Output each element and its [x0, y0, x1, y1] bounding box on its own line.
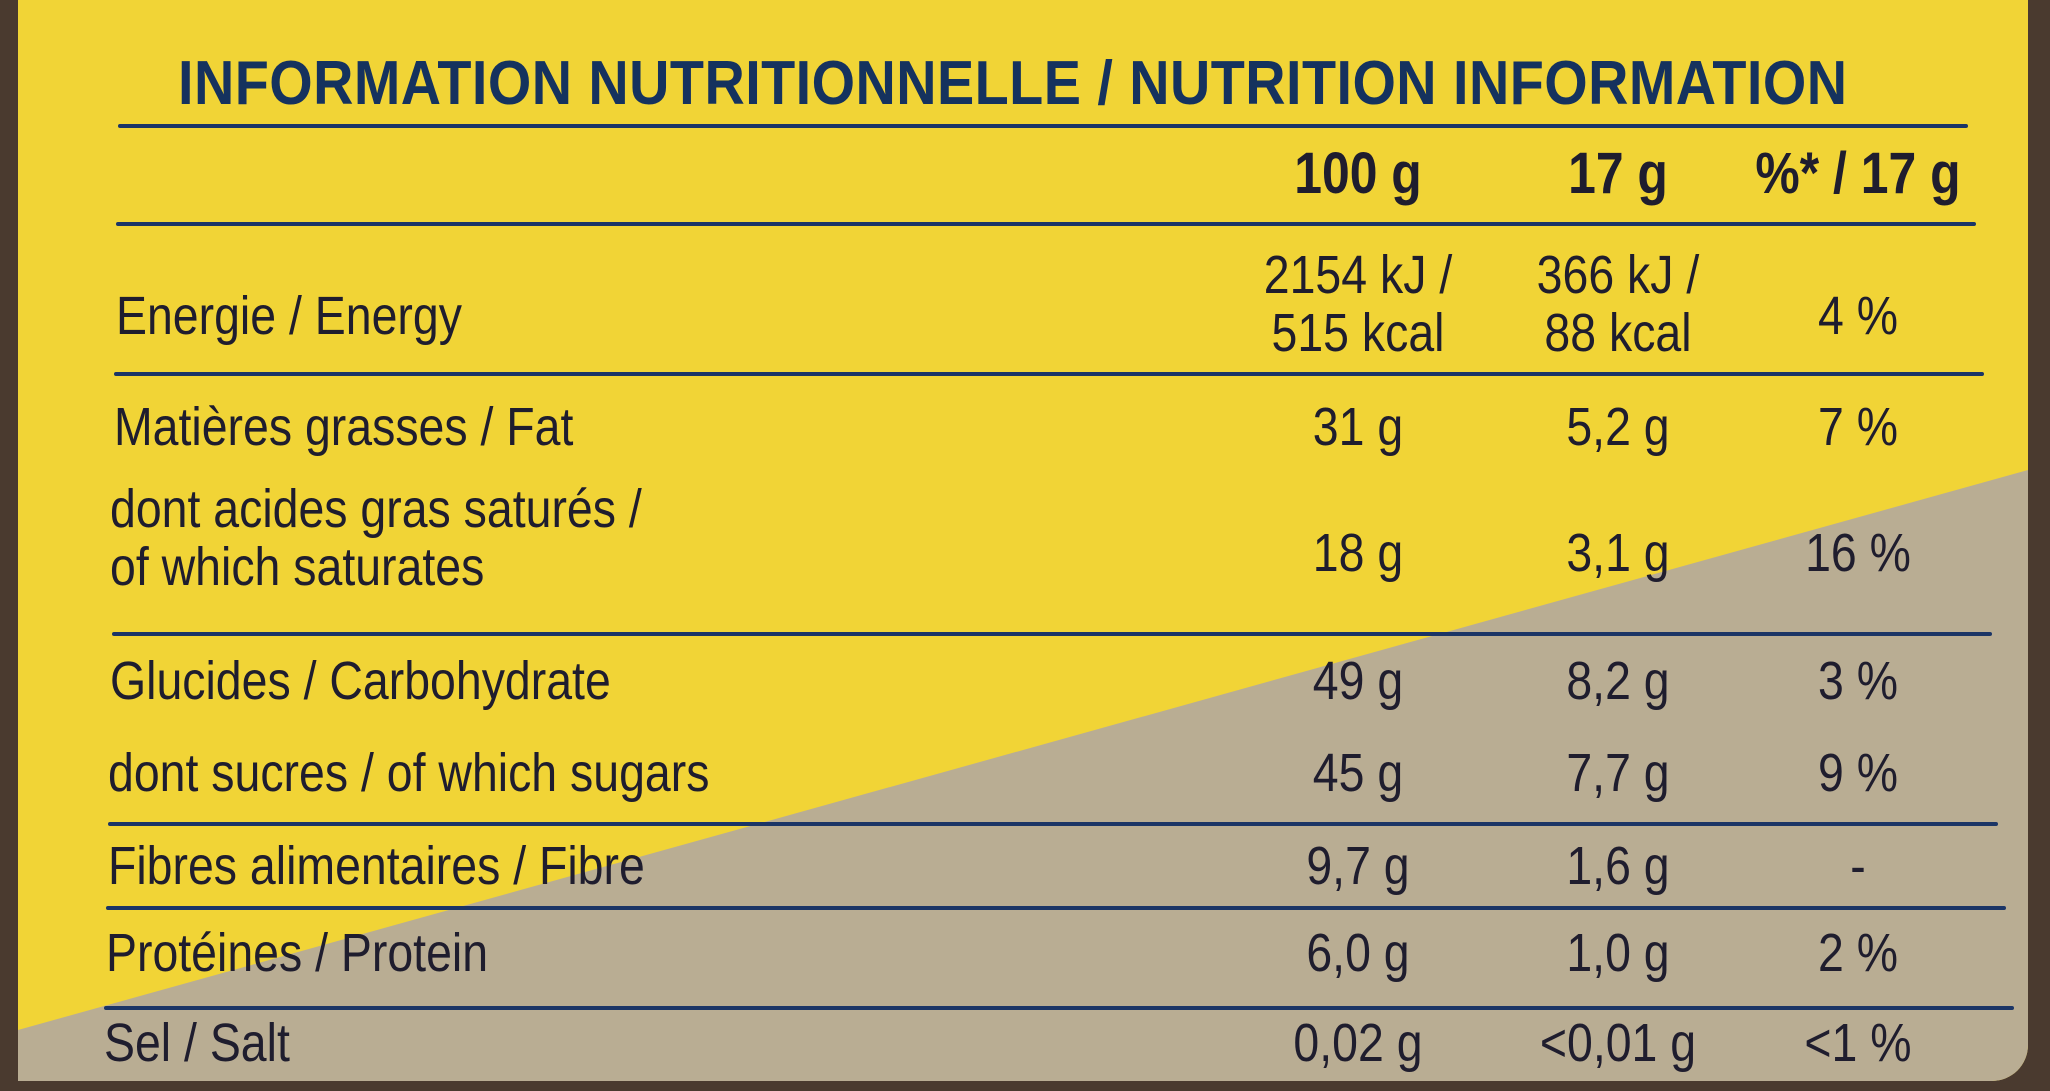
row-label-sugars: dont sucres / of which sugars: [108, 743, 710, 803]
protein-100g: 6,0 g: [1306, 923, 1410, 983]
row-label-energy: Energie / Energy: [116, 286, 462, 346]
row-label-protein: Protéines / Protein: [106, 923, 489, 983]
header-rule: [116, 222, 1976, 226]
fibre-100g: 9,7 g: [1306, 836, 1410, 896]
energy-100g: 2154 kJ / 515 kcal: [1220, 246, 1495, 362]
salt-100g: 0,02 g: [1293, 1013, 1423, 1073]
salt-pct: <1 %: [1804, 1013, 1912, 1073]
title-rule: [118, 124, 1968, 128]
energy-rule: [114, 372, 1984, 376]
row-label-fibre: Fibres alimentaires / Fibre: [108, 836, 645, 896]
protein-pct: 2 %: [1817, 923, 1899, 983]
col-header-100g: 100 g: [1294, 141, 1422, 206]
sugars-100g: 45 g: [1312, 743, 1404, 803]
saturates-100g: 18 g: [1312, 523, 1404, 583]
energy-17g: 366 kJ / 88 kcal: [1480, 246, 1755, 362]
protein-17g: 1,0 g: [1566, 923, 1670, 983]
saturates-17g: 3,1 g: [1566, 523, 1670, 583]
row-label-fat: Matières grasses / Fat: [114, 397, 574, 457]
energy-17g-text: 366 kJ / 88 kcal: [1536, 245, 1700, 363]
fibre-17g: 1,6 g: [1566, 836, 1670, 896]
row-label-carbohydrate: Glucides / Carbohydrate: [110, 651, 611, 711]
fibre-rule: [106, 906, 2006, 910]
protein-rule: [104, 1006, 2014, 1010]
sugars-rule: [108, 822, 1998, 826]
energy-100g-text: 2154 kJ / 515 kcal: [1263, 245, 1453, 363]
fibre-pct: -: [1850, 836, 1866, 896]
fat-17g: 5,2 g: [1566, 397, 1670, 457]
carbohydrate-17g: 8,2 g: [1566, 651, 1670, 711]
saturates-pct: 16 %: [1805, 523, 1911, 583]
nutrition-label: INFORMATION NUTRITIONNELLE / NUTRITION I…: [18, 0, 2028, 1081]
col-header-pct: %* / 17 g: [1755, 141, 1961, 206]
label-background: [18, 470, 2028, 1081]
table-title: INFORMATION NUTRITIONNELLE / NUTRITION I…: [178, 49, 1848, 118]
sugars-pct: 9 %: [1817, 743, 1899, 803]
sugars-17g: 7,7 g: [1566, 743, 1670, 803]
energy-pct: 4 %: [1817, 286, 1899, 346]
fat-100g: 31 g: [1312, 397, 1404, 457]
salt-17g: <0,01 g: [1539, 1013, 1697, 1073]
grey-diagonal-area: [18, 470, 2028, 1081]
saturates-rule: [112, 632, 1992, 636]
row-label-salt: Sel / Salt: [104, 1013, 290, 1073]
carbohydrate-100g: 49 g: [1312, 651, 1404, 711]
fat-pct: 7 %: [1817, 397, 1899, 457]
row-label-saturates: dont acides gras saturés / of which satu…: [110, 479, 642, 597]
carbohydrate-pct: 3 %: [1817, 651, 1899, 711]
col-header-17g: 17 g: [1568, 141, 1668, 206]
